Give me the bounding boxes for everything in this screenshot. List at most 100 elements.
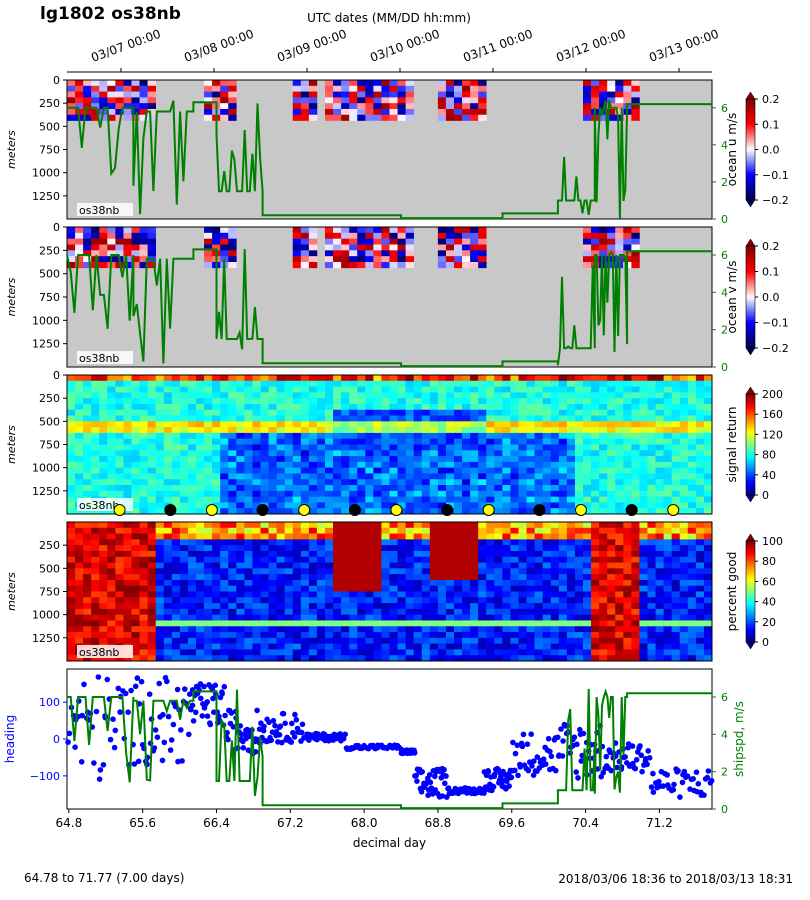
heatmap-cell [83,508,92,515]
heatmap-cell [268,398,277,405]
night-marker [441,504,454,516]
heatmap-cell [494,409,503,416]
colorbar-band [746,614,755,618]
heatmap-cell [599,545,608,552]
heatmap-cell [365,637,374,644]
heatmap-cell [381,649,390,656]
heatmap-cell [454,97,463,104]
heatmap-cell [244,550,253,558]
heading-point [288,739,295,745]
heatmap-cell [196,403,205,411]
heatmap-cell [437,114,447,121]
heatmap-cell [429,380,439,387]
heatmap-cell [695,585,705,592]
colorbar-band [746,558,755,562]
heatmap-cell [155,643,165,650]
heatmap-cell [252,467,261,474]
heatmap-cell [397,496,406,503]
heatmap-cell [107,403,116,411]
heatmap-cell [437,398,447,405]
heatmap-cell [583,556,592,563]
heatmap-cell [155,467,165,474]
heatmap-cell [623,380,632,387]
heatmap-cell [67,461,76,468]
heatmap-cell [655,427,664,434]
heatmap-cell [534,473,543,480]
heatmap-cell [83,256,92,263]
heatmap-cell [703,585,713,592]
heatmap-cell [260,585,269,592]
heatmap-cell [333,467,342,474]
heatmap-cell [583,632,592,639]
heatmap-cell [631,432,640,440]
heatmap-cell [518,527,527,534]
heatmap-cell [115,97,124,104]
heatmap-cell [574,637,584,644]
heatmap-cell [663,496,672,503]
heatmap-cell [357,227,366,234]
heatmap-cell [260,490,269,497]
heatmap-cell [357,533,366,540]
colorbar-band [746,609,755,613]
heatmap-cell [631,238,640,245]
heatmap-cell [308,608,318,615]
heatmap-cell [437,626,447,633]
heatmap-cell [220,603,229,610]
heatmap-cell [316,415,326,422]
heatmap-cell [115,608,124,615]
heatmap-cell [647,591,656,598]
heatmap-cell [325,591,334,598]
heatmap-cell [276,591,285,598]
colorbar-extend-top [745,238,756,247]
heatmap-cell [470,80,479,87]
heatmap-cell [486,556,495,563]
heatmap-cell [518,632,527,639]
heatmap-cell [171,490,181,497]
heatmap-cell [260,655,269,662]
heatmap-cell [623,456,632,463]
heatmap-cell [115,579,124,587]
heatmap-cell [413,579,423,587]
heatmap-cell [349,490,358,497]
heatmap-cell [470,649,479,656]
heatmap-cell [542,550,552,558]
heatmap-cell [462,649,471,656]
heatmap-cell [470,574,479,581]
heatmap-cell [550,473,560,480]
heatmap-cell [671,522,681,529]
heatmap-cell [437,502,447,509]
heatmap-cell [679,427,689,434]
heatmap-cell [163,421,173,428]
heatmap-cell [99,421,108,428]
heatmap-cell [228,545,237,552]
heatmap-cell [204,473,213,480]
heatmap-cell [534,603,543,610]
heatmap-cell [470,262,479,269]
heatmap-cell [454,527,463,534]
heatmap-cell [526,637,535,644]
heatmap-cell [494,375,503,382]
heatmap-cell [566,479,576,486]
heatmap-cell [325,421,334,428]
heatmap-cell [83,479,92,486]
heatmap-cell [454,479,463,486]
heatmap-cell [99,409,108,416]
heatmap-cell [373,415,382,422]
heatmap-cell [252,386,261,393]
heatmap-cell [179,655,189,662]
heatmap-cell [671,568,681,575]
heatmap-cell [478,637,487,644]
heatmap-cell [204,85,213,92]
heatmap-cell [349,556,358,563]
heatmap-cell [454,496,463,503]
heatmap-cell [494,444,503,451]
heatmap-cell [147,91,156,98]
heatmap-cell [333,496,342,503]
heatmap-cell [292,438,302,445]
heatmap-cell [204,108,213,116]
heatmap-cell [607,456,616,463]
colorbar-band [746,134,755,138]
heatmap-cell [147,539,156,546]
heatmap-cell [454,502,463,509]
colorbar-band [746,104,755,107]
